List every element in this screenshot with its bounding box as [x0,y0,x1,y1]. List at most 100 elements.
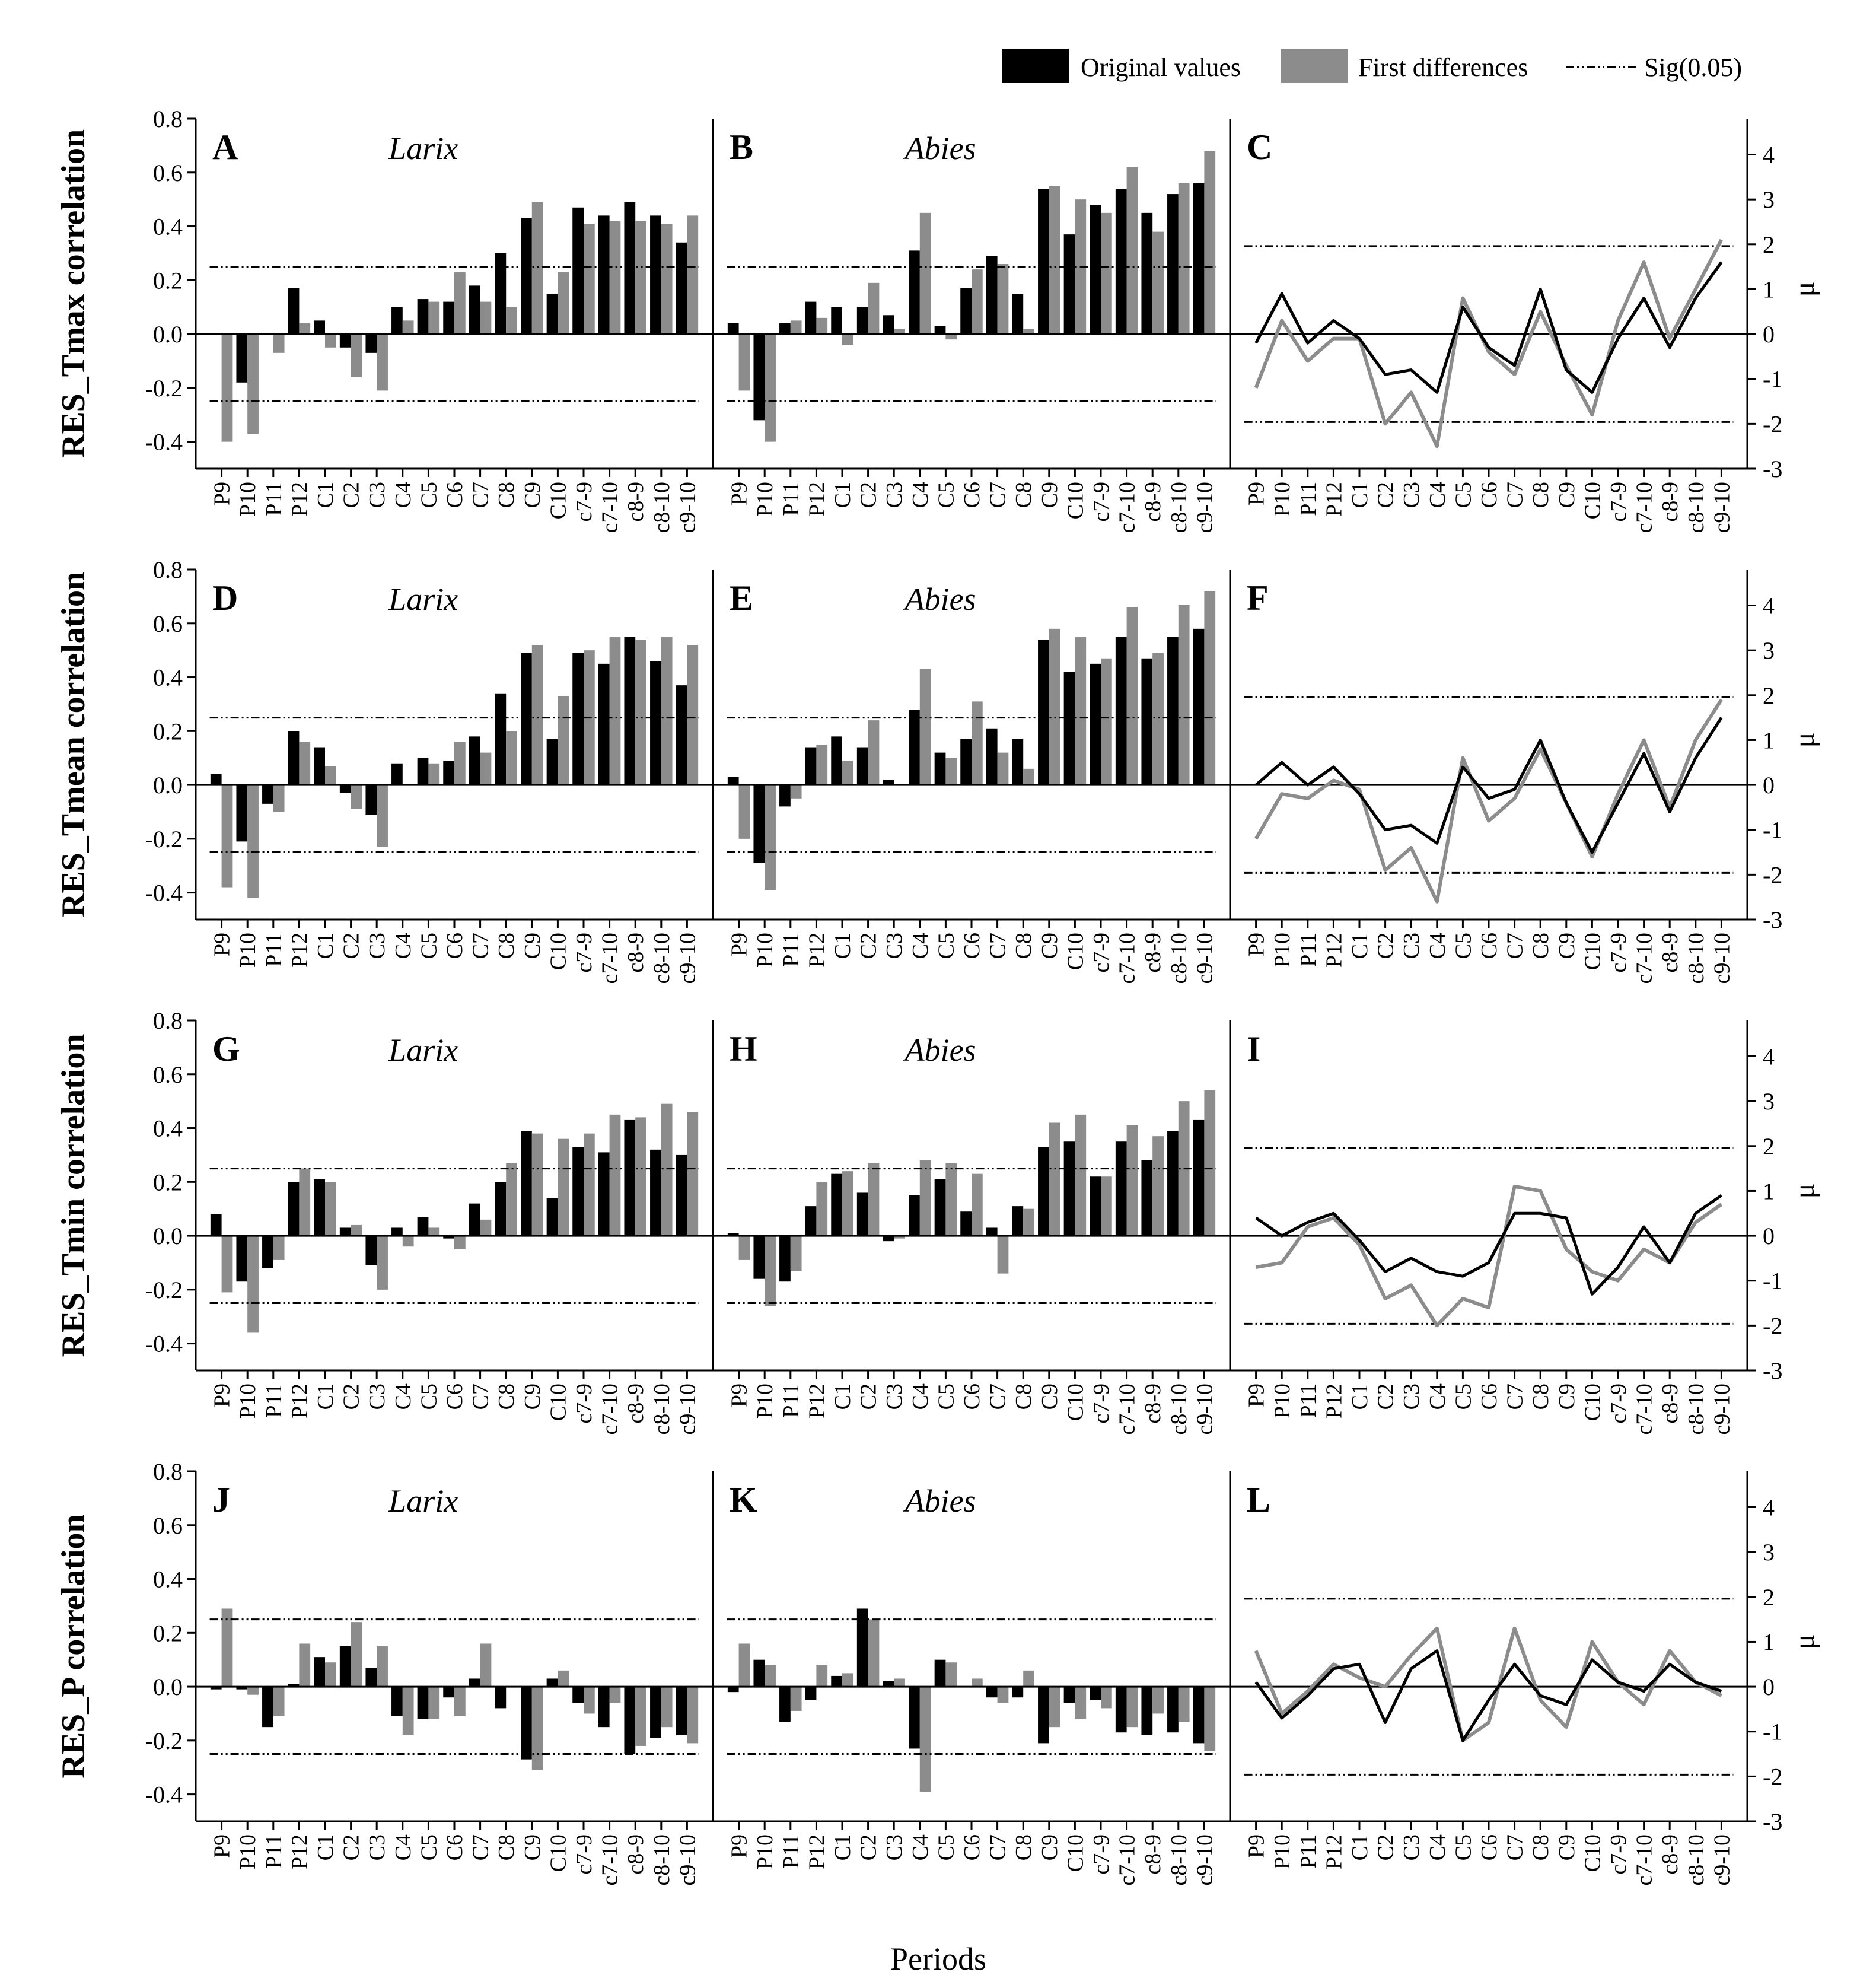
bar-original-c5 [934,326,946,335]
bar-first-diff-c7 [997,1236,1009,1274]
right-y-axis-title: μ [1789,1634,1820,1650]
x-tick-label-c1: C1 [1348,933,1372,959]
x-tick-label-c3: C3 [365,933,390,959]
bar-first-diff-c10 [558,696,569,785]
bar-original-p11 [779,785,791,807]
right-y-tick-label: 2 [1763,231,1775,258]
bar-original-p10 [753,1659,765,1687]
right-y-tick-label: 4 [1763,1044,1775,1070]
left-y-tick-label: 0.6 [153,160,183,186]
bar-first-diff-c8 [506,1163,517,1236]
x-tick-label-c2: C2 [1374,1383,1399,1410]
left-y-tick-label: 0.2 [153,1169,183,1195]
y-axis-title-res-p-correlation: RES_P correlation [55,1514,92,1778]
x-tick-label-p10: P10 [753,1383,778,1418]
right-y-tick-label: 2 [1763,1133,1775,1160]
bar-original-c5 [417,1687,429,1719]
x-tick-label-c10: C10 [1580,933,1605,970]
x-tick-label-c8: C8 [1528,482,1553,508]
bar-first-diff-p11 [790,1687,802,1711]
x-tick-label-p10: P10 [753,933,778,968]
right-y-tick-label: 2 [1763,682,1775,709]
bar-original-p12 [288,731,300,785]
x-tick-label-c9: C9 [520,1834,545,1860]
bar-original-c8-10 [1167,1687,1179,1733]
bar-original-c9 [521,1131,532,1236]
bar-first-diff-c9 [531,1133,543,1236]
x-tick-label-p10: P10 [753,1834,778,1869]
x-tick-label-c6: C6 [442,1383,467,1410]
x-tick-label-c10: C10 [546,933,571,970]
bar-first-diff-p11 [790,1236,802,1271]
x-tick-label-c8: C8 [1528,933,1553,959]
bar-original-c6 [960,1211,972,1236]
bar-first-diff-c7-10 [1126,1687,1138,1728]
panel-species-label: Abies [903,581,976,617]
right-y-tick-label: -3 [1763,906,1782,933]
bar-original-c4 [909,1687,920,1749]
bar-original-p10 [236,334,248,383]
bar-first-diff-c1 [842,1673,853,1687]
bar-first-diff-p11 [273,785,285,812]
bar-first-diff-c3 [377,785,388,847]
x-tick-label-c6: C6 [442,1834,467,1860]
bar-first-diff-c4 [402,1236,414,1247]
x-tick-label-c10: C10 [546,1383,571,1421]
x-tick-label-c1: C1 [313,1834,338,1860]
bar-original-c3 [365,1668,377,1687]
x-tick-label-c2: C2 [1374,1834,1399,1860]
right-y-tick-label: 2 [1763,1584,1775,1611]
x-tick-label-c3: C3 [365,482,390,508]
x-tick-label-c9-10: c9-10 [1192,1383,1217,1435]
x-tick-label-c7: C7 [986,933,1011,959]
bar-first-diff-c1 [325,334,336,348]
bar-first-diff-c6 [972,701,983,785]
x-tick-label-c3: C3 [365,1383,390,1410]
x-tick-label-c8: C8 [1011,1834,1036,1860]
x-tick-label-c2: C2 [856,1383,881,1410]
x-tick-label-c9-10: c9-10 [675,1383,700,1435]
x-tick-label-c6: C6 [1477,1834,1502,1860]
bar-first-diff-p12 [816,317,828,335]
series-line-original-values [1254,1649,1722,1742]
bar-original-c2 [856,1192,868,1236]
left-y-tick-label: 0.6 [153,1061,183,1088]
bar-first-diff-p12 [299,742,311,785]
bar-original-c4 [391,1687,403,1716]
x-tick-label-c8-9: c8-9 [1141,1383,1165,1424]
x-tick-label-c9-10: c9-10 [1709,1383,1734,1435]
left-y-tick-label: -0.2 [145,1277,183,1303]
x-tick-label-c9: C9 [1037,482,1062,508]
bar-original-p10 [753,334,765,421]
right-y-axis-title: μ [1789,282,1820,297]
bar-first-diff-c5 [428,1227,440,1236]
x-tick-label-c5: C5 [1451,1383,1476,1410]
x-tick-label-c9: C9 [520,482,545,508]
bar-first-diff-p10 [765,1665,776,1687]
x-tick-label-c7-10: c7-10 [598,482,623,533]
bar-original-p10 [236,1236,248,1282]
bar-original-c7 [469,736,480,785]
bar-first-diff-c1 [325,1662,336,1687]
bar-original-p12 [288,1182,300,1236]
x-tick-label-c9-10: c9-10 [1709,1834,1734,1886]
panel-letter: J [212,1480,230,1519]
bar-original-p9 [210,1214,222,1236]
bar-first-diff-c7 [480,301,492,335]
bar-first-diff-p12 [816,1665,828,1687]
x-tick-label-c7-10: c7-10 [1115,1834,1140,1886]
bar-original-c2 [856,1608,868,1687]
bar-original-c7-9 [1090,663,1101,785]
x-tick-label-p9: P9 [1244,1383,1269,1407]
x-tick-label-c9: C9 [1037,933,1062,959]
bar-first-diff-c8-9 [635,1687,646,1746]
panel-species-label: Larix [388,1483,458,1519]
right-y-axis-title: μ [1789,733,1820,748]
left-y-tick-label: 0.2 [153,1620,183,1646]
bar-original-p9 [727,1233,739,1236]
bar-first-diff-c7-10 [609,637,621,785]
bar-first-diff-p9 [738,785,750,839]
x-tick-label-c4: C4 [1425,1383,1450,1410]
